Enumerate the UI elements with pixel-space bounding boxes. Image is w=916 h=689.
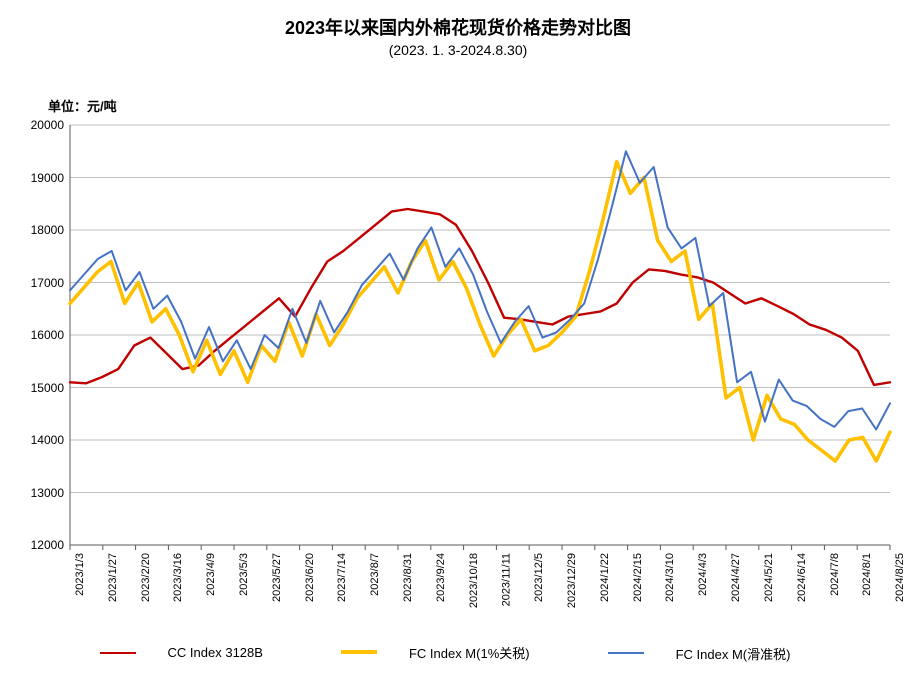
y-tick-label: 12000 [31, 538, 64, 552]
x-tick-label: 2023/7/14 [336, 553, 348, 602]
x-tick-label: 2023/9/24 [435, 553, 447, 602]
y-tick-label: 16000 [31, 328, 64, 342]
y-tick-label: 15000 [31, 381, 64, 395]
legend-label: FC Index M(滑准税) [676, 644, 791, 663]
legend-swatch [100, 652, 136, 654]
y-tick-label: 20000 [31, 118, 64, 132]
legend: CC Index 3128B FC Index M(1%关税) FC Index M… [0, 642, 916, 663]
x-tick-label: 2024/5/21 [763, 553, 775, 602]
legend-swatch [608, 652, 644, 654]
x-tick-label: 2024/7/8 [828, 553, 840, 596]
x-tick-label: 2023/6/20 [304, 553, 316, 602]
x-tick-label: 2023/8/31 [402, 553, 414, 602]
chart-subtitle: (2023. 1. 3-2024.8.30) [0, 42, 916, 58]
x-tick-label: 2023/2/20 [140, 553, 152, 602]
x-tick-label: 2023/10/18 [468, 553, 480, 608]
x-tick-label: 2023/12/5 [533, 553, 545, 602]
x-tick-label: 2023/1/27 [107, 553, 119, 602]
x-axis: 2023/1/3 2023/1/27 2023/2/20 2023/3/16 2023/… [70, 545, 890, 635]
legend-item: FC Index M(滑准税) [608, 644, 817, 663]
x-tick-label: 2023/5/3 [238, 553, 250, 596]
x-tick-label: 2024/6/14 [796, 553, 808, 602]
x-tick-label: 2023/11/11 [500, 553, 512, 606]
y-tick-label: 13000 [31, 486, 64, 500]
legend-swatch [341, 650, 377, 654]
legend-item: FC Index M(1%关税) [341, 643, 556, 662]
x-tick-label: 2023/5/27 [271, 553, 283, 602]
legend-item: CC Index 3128B [100, 645, 289, 660]
y-tick-label: 14000 [31, 433, 64, 447]
legend-label: CC Index 3128B [168, 645, 263, 660]
y-axis: 1200013000140001500016000170001800019000… [0, 125, 70, 545]
x-tick-label: 2023/8/7 [369, 553, 381, 596]
x-tick-label: 2023/12/29 [566, 553, 578, 608]
x-tick-label: 2024/4/3 [697, 553, 709, 596]
legend-label: FC Index M(1%关税) [409, 643, 530, 662]
x-tick-label: 2024/4/27 [730, 553, 742, 602]
chart-title: 2023年以来国内外棉花现货价格走势对比图 [0, 0, 916, 40]
x-tick-label: 2024/8/1 [861, 553, 873, 596]
y-tick-label: 17000 [31, 276, 64, 290]
x-tick-label: 2024/1/22 [599, 553, 611, 602]
y-tick-label: 18000 [31, 223, 64, 237]
x-tick-label: 2024/8/25 [894, 553, 906, 602]
x-tick-label: 2024/3/10 [664, 553, 676, 602]
x-tick-label: 2023/3/16 [172, 553, 184, 602]
series-line [70, 209, 890, 385]
x-tick-label: 2023/1/3 [74, 553, 86, 596]
y-axis-unit: 单位：元/吨 [48, 96, 117, 115]
line-chart [70, 125, 890, 545]
x-tick-label: 2023/4/9 [205, 553, 217, 596]
x-tick-label: 2024/2/15 [632, 553, 644, 602]
y-tick-label: 19000 [31, 171, 64, 185]
